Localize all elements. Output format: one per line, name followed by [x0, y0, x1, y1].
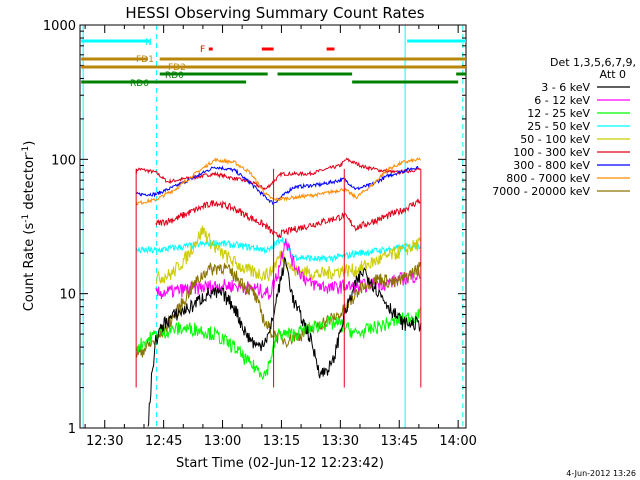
legend-entry-label: 25 - 50 keV [527, 120, 590, 133]
chart-title: HESSI Observing Summary Count Rates [125, 4, 424, 22]
legend-entry-label: 6 - 12 keV [534, 94, 590, 107]
flag-label-rd0: RD0 [165, 71, 184, 81]
legend-entry-label: 7000 - 20000 keV [492, 185, 590, 198]
plot-frame [79, 24, 467, 429]
series-line [135, 157, 421, 191]
legend-entry-label: 300 - 800 keV [513, 159, 590, 172]
series-line [147, 256, 422, 427]
axes: 12:30 12:45 13:00 13:15 13:30 13:45 14:00 1 10 10… [43, 19, 477, 449]
x-tick-label: 12:45 [145, 434, 182, 449]
legend-entry-label: 12 - 25 keV [527, 107, 590, 120]
x-tick-label: 13:30 [322, 434, 359, 449]
legend-header: Det 1,3,5,6,7,9, [550, 56, 636, 69]
flag-label-fd2: FD2 [168, 63, 186, 73]
flag-label-f: F [200, 45, 205, 55]
x-tick-label: 13:15 [263, 434, 300, 449]
footer-timestamp: 4-Jun-2012 13:26 [566, 469, 636, 478]
series-line [135, 236, 421, 264]
series-line [155, 225, 421, 284]
x-tick-label: 12:30 [86, 434, 123, 449]
series-line [135, 157, 421, 206]
y-tick-label: 10 [59, 288, 76, 303]
x-tick-label: 14:00 [439, 434, 476, 449]
y-tick-label: 1000 [43, 19, 76, 34]
x-tick-label: 13:00 [204, 434, 241, 449]
legend-entry-label: 3 - 6 keV [541, 81, 590, 94]
x-tick-label: 13:45 [381, 434, 418, 449]
series-line [135, 308, 421, 381]
legend-entry-label: 100 - 300 keV [513, 146, 590, 159]
y-tick-label: 100 [51, 153, 76, 168]
flag-label-n: N [145, 38, 152, 48]
flag-label-rd6: RD6 [130, 79, 149, 89]
legend-entry-label: 50 - 100 keV [520, 133, 590, 146]
legend-attenuator: Att 0 [600, 68, 626, 81]
series-line [155, 198, 421, 240]
legend-entry-label: 800 - 7000 keV [506, 172, 590, 185]
y-axis-label: Count Rate (s-1 detector-1) [21, 141, 37, 312]
y-tick-label: 1 [68, 422, 76, 437]
x-axis-label: Start Time (02-Jun-12 12:23:42) [176, 456, 384, 471]
plot-area [82, 25, 464, 428]
flag-label-fd1: FD1 [136, 55, 154, 65]
